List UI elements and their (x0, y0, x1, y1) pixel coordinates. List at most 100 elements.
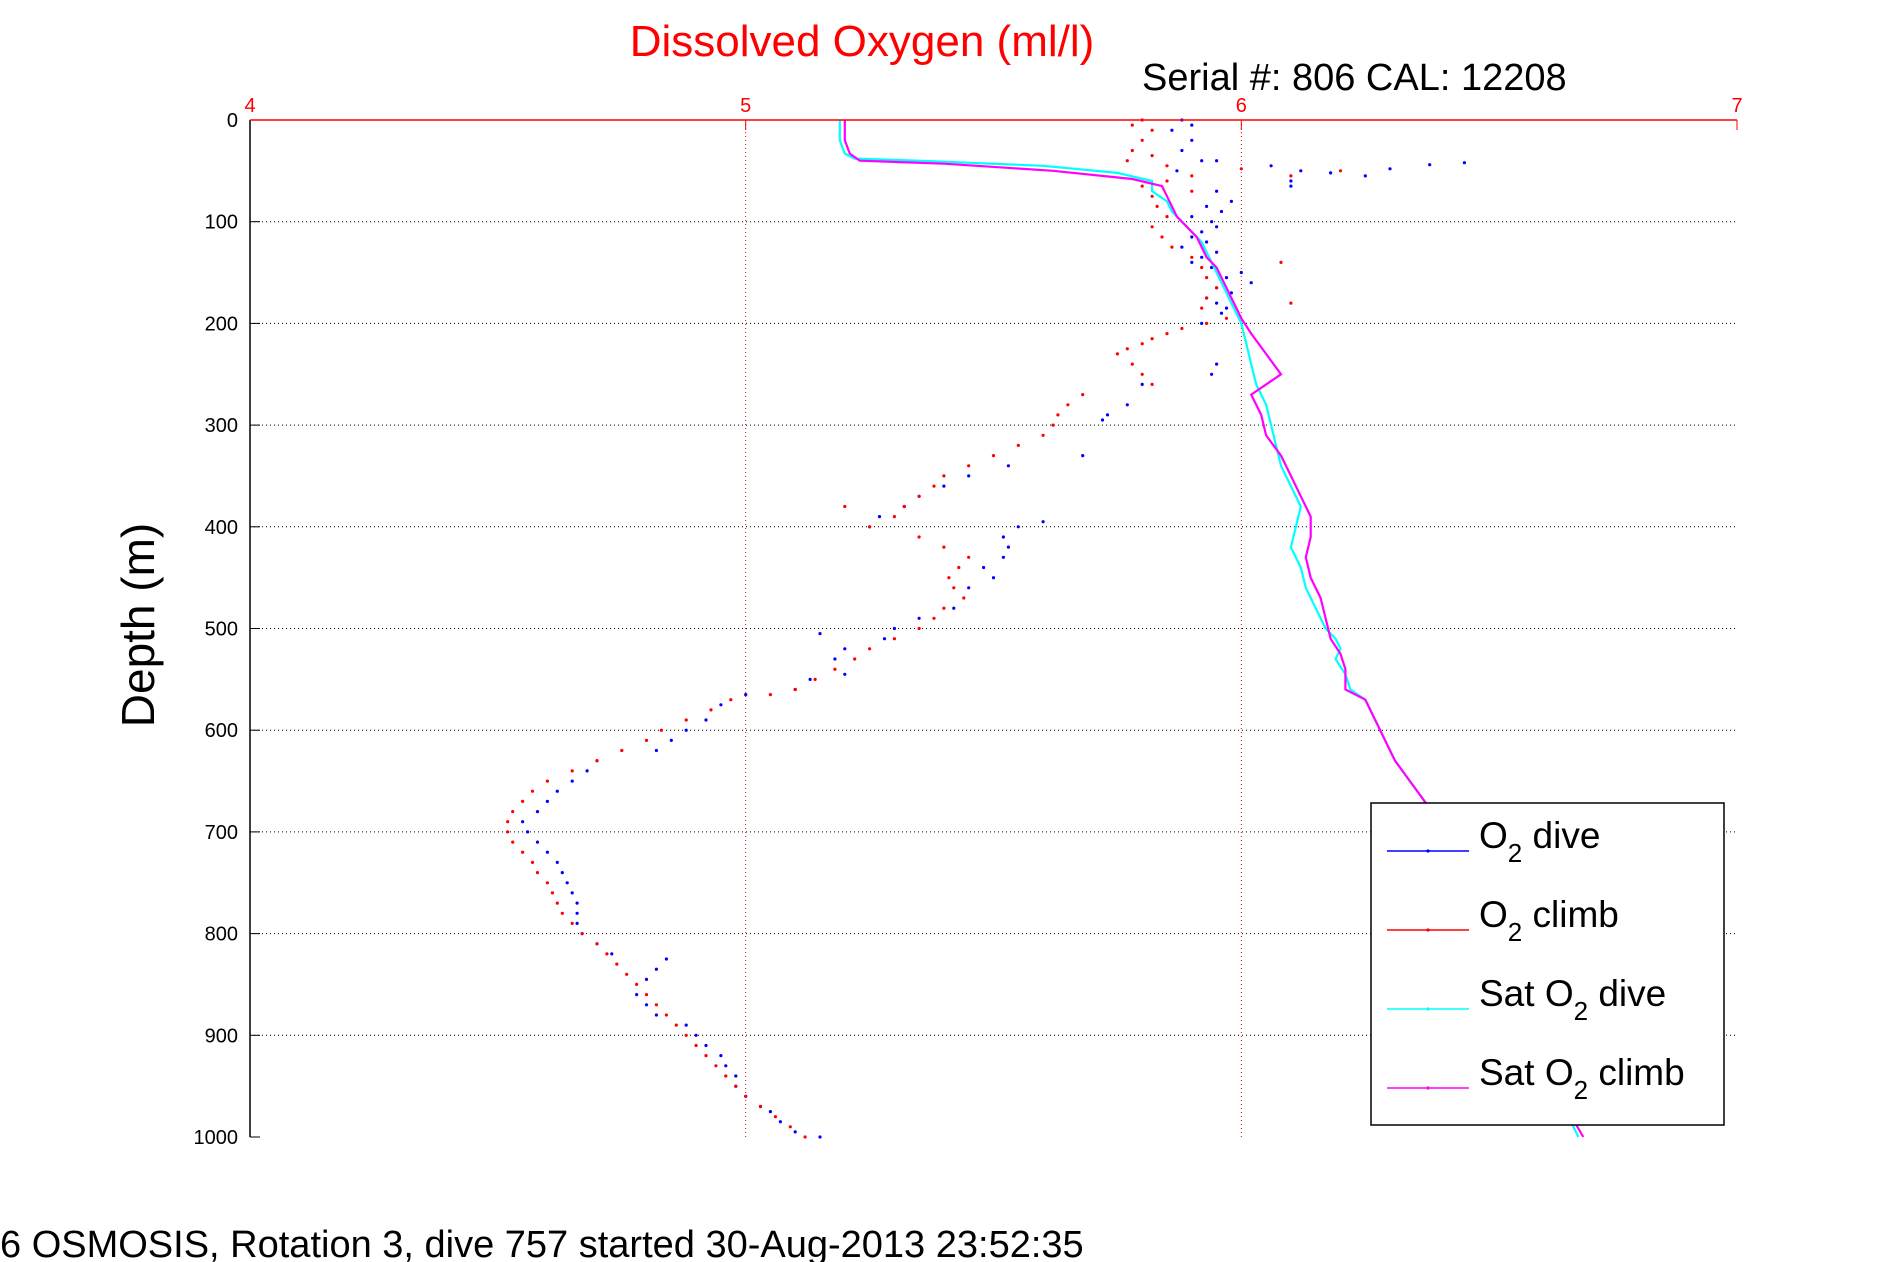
data-point-o2-climb (714, 1064, 718, 1068)
data-point-o2-dive (1215, 159, 1219, 163)
data-point-o2-dive (877, 515, 882, 519)
data-point-o2-dive (1215, 250, 1219, 254)
data-point-o2-dive (778, 1120, 783, 1124)
y-axis-label: Depth (m) (112, 523, 164, 727)
data-point-o2-dive (793, 1130, 797, 1134)
data-point-o2-dive (654, 967, 659, 971)
data-point-o2-climb (511, 840, 515, 844)
data-point-o2-dive (991, 576, 996, 580)
data-point-o2-dive (1229, 199, 1233, 203)
data-point-o2-dive (535, 840, 540, 844)
data-point-o2-dive (1210, 265, 1214, 270)
data-point-o2-climb (595, 759, 599, 763)
data-point-o2-climb (570, 769, 574, 773)
data-point-o2-dive (575, 921, 579, 926)
data-point-o2-dive (1219, 209, 1224, 214)
y-tick-label: 400 (205, 517, 238, 539)
data-point-o2-climb (1165, 164, 1169, 168)
data-point-o2-climb (1130, 148, 1134, 153)
data-point-o2-climb (1066, 403, 1070, 407)
data-point-o2-dive (1462, 161, 1466, 165)
data-point-o2-dive (1190, 215, 1194, 219)
data-point-o2-climb (1200, 265, 1204, 270)
data-point-o2-climb (1140, 184, 1144, 188)
data-point-o2-climb (1150, 382, 1154, 386)
data-point-o2-dive (555, 860, 559, 865)
data-point-o2-climb (1150, 128, 1154, 132)
data-point-o2-dive (942, 484, 946, 488)
data-point-o2-climb (511, 810, 515, 814)
grid-lines (250, 120, 1737, 1137)
data-point-o2-climb (521, 799, 525, 804)
data-point-o2-dive (808, 677, 812, 682)
data-point-o2-dive (1190, 235, 1194, 239)
data-point-o2-climb (615, 962, 619, 966)
data-point-o2-dive (1269, 164, 1273, 168)
data-point-o2-dive (1428, 163, 1432, 167)
data-point-o2-climb (530, 860, 535, 865)
data-point-o2-dive (1041, 520, 1045, 524)
data-point-o2-climb (744, 1094, 748, 1098)
data-point-o2-climb (1130, 362, 1134, 366)
data-point-o2-climb (644, 738, 649, 743)
data-point-o2-dive (1249, 281, 1253, 285)
data-point-o2-dive (704, 1043, 708, 1048)
data-point-o2-dive (1363, 174, 1367, 178)
series-o2-climb (506, 118, 1343, 1139)
data-point-o2-dive (644, 1003, 649, 1007)
data-point-o2-climb (1289, 301, 1293, 305)
data-point-o2-dive (892, 626, 897, 631)
x-tick-label: 6 (1236, 95, 1247, 117)
data-point-o2-climb (942, 606, 946, 610)
data-point-o2-dive (1224, 306, 1229, 310)
data-point-o2-climb (962, 596, 966, 600)
data-point-o2-climb (1239, 167, 1243, 171)
x-tick-label: 5 (740, 95, 751, 117)
data-point-o2-dive (585, 769, 589, 773)
data-point-o2-climb (560, 911, 564, 915)
data-point-o2-climb (1190, 174, 1194, 178)
data-point-o2-dive (526, 830, 530, 834)
data-point-o2-dive (644, 977, 649, 982)
data-point-o2-climb (1338, 169, 1343, 173)
data-point-o2-dive (1140, 382, 1144, 386)
data-point-o2-dive (1200, 255, 1204, 259)
data-point-o2-dive (1170, 128, 1174, 132)
data-point-o2-dive (684, 728, 688, 732)
data-point-o2-climb (1170, 245, 1174, 249)
data-point-o2-dive (1215, 301, 1219, 305)
data-point-o2-dive (1006, 464, 1011, 468)
data-point-o2-climb (773, 1115, 778, 1119)
data-point-o2-climb (868, 647, 872, 651)
data-point-o2-climb (535, 871, 540, 875)
data-point-o2-climb (1150, 337, 1154, 341)
data-point-o2-climb (803, 1135, 807, 1139)
data-point-o2-dive (570, 779, 574, 783)
y-tick-label: 500 (205, 619, 238, 641)
data-point-o2-climb (1051, 423, 1055, 427)
y-tick-label: 800 (205, 924, 238, 946)
data-point-o2-climb (917, 535, 921, 539)
data-point-o2-dive (1205, 240, 1209, 244)
data-point-o2-climb (1130, 123, 1134, 127)
legend-swatch-marker (1426, 1007, 1430, 1011)
chart-title: Dissolved Oxygen (ml/l) (630, 17, 1095, 66)
data-point-o2-dive (1180, 148, 1184, 153)
data-point-o2-climb (570, 921, 574, 926)
data-point-o2-dive (1210, 220, 1214, 224)
data-point-o2-dive (635, 993, 639, 997)
data-point-o2-climb (967, 464, 971, 468)
data-point-o2-dive (565, 881, 569, 885)
data-point-o2-climb (521, 850, 525, 854)
series-line-sat-o2-climb (843, 120, 1585, 1138)
data-point-o2-climb (1150, 154, 1154, 158)
data-point-o2-climb (892, 515, 897, 519)
data-point-o2-climb (684, 1033, 688, 1037)
data-point-o2-climb (530, 789, 535, 793)
data-point-o2-climb (1016, 443, 1020, 447)
data-point-o2-climb (1205, 296, 1209, 300)
data-point-o2-dive (521, 820, 525, 824)
data-point-o2-dive (1215, 225, 1219, 229)
data-point-o2-climb (1165, 215, 1169, 219)
data-point-o2-dive (1006, 545, 1011, 549)
